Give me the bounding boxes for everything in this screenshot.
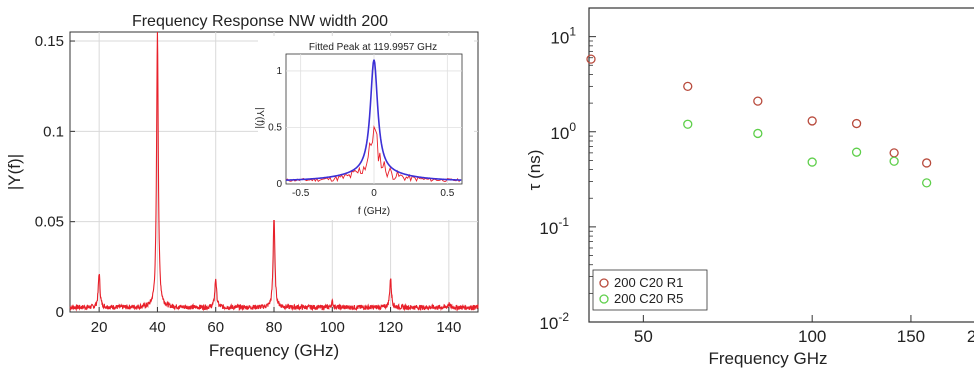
right-y-tick-label: 10-1 — [539, 215, 569, 238]
inset-x-axis-label: f (GHz) — [358, 206, 390, 217]
right-y-tick-label: 100 — [550, 120, 576, 143]
left-x-axis-label: Frequency (GHz) — [209, 341, 339, 360]
left-y-ticks: 0 0.05 0.1 0.15 — [35, 33, 75, 321]
inset-y-tick-label: 1 — [276, 66, 282, 77]
data-point — [586, 54, 596, 64]
right-y-tick-base: 10 — [539, 219, 558, 238]
inset-x-tick-label: -0.5 — [292, 188, 310, 199]
data-point — [683, 81, 693, 92]
legend-marker — [599, 294, 609, 304]
left-y-tick-label: 0.1 — [43, 123, 64, 140]
right-y-axis-label: τ (ns) — [525, 150, 544, 191]
right-y-tick-base: 10 — [550, 29, 569, 48]
right-y-tick-base: 10 — [550, 124, 569, 143]
left-x-tick-label: 60 — [207, 319, 224, 336]
data-point — [807, 116, 817, 126]
right-y-tick-label: 101 — [550, 25, 576, 48]
left-chart-title: Frequency Response NW width 200 — [132, 13, 388, 30]
right-x-tick-label: 150 — [897, 327, 925, 346]
inset-x-tick-label: 0 — [371, 188, 377, 199]
left-x-tick-label: 20 — [91, 319, 108, 336]
right-y-tick-base: 10 — [539, 314, 558, 333]
right-x-ticks: 50 100 150 200 — [634, 315, 974, 346]
left-y-axis-label: |Y(f)| — [5, 154, 24, 190]
left-x-tick-label: 40 — [149, 319, 166, 336]
inset-x-tick-label: 0.5 — [440, 188, 454, 199]
inset-x-ticks: -0.5 0 0.5 — [292, 188, 455, 199]
right-x-tick-label: 100 — [798, 327, 826, 346]
left-x-tick-label: 140 — [436, 319, 461, 336]
left-x-tick-label: 120 — [378, 319, 403, 336]
right-y-tick-exponent: 0 — [569, 120, 576, 134]
right-y-tick-label: 10-2 — [539, 310, 569, 333]
data-point — [889, 156, 899, 166]
legend-entry-label: 200 C20 R1 — [614, 275, 683, 290]
right-x-tick-label: 200 — [967, 327, 974, 346]
right-points — [586, 54, 932, 188]
left-x-tick-label: 80 — [266, 319, 283, 336]
inset-grid — [286, 54, 462, 184]
left-x-tick-label: 100 — [320, 319, 345, 336]
left-y-tick-label: 0.05 — [35, 214, 64, 231]
left-y-tick-label: 0.15 — [35, 33, 64, 50]
legend-marker — [599, 278, 609, 288]
right-x-tick-label: 50 — [634, 327, 653, 346]
legend-entry-label: 200 C20 R5 — [614, 291, 683, 306]
left-x-ticks: 20 40 60 80 100 120 140 — [91, 307, 461, 336]
left-y-tick-label: 0 — [56, 304, 64, 321]
data-point — [753, 96, 763, 106]
right-y-tick-exponent: -2 — [558, 310, 569, 324]
inset-series — [285, 59, 462, 183]
right-y-tick-exponent: -1 — [558, 215, 569, 229]
frequency-response-chart: Frequency Response NW width 200 20 40 60 80… — [5, 13, 479, 360]
inset-y-tick-label: 0.5 — [268, 122, 282, 133]
legend-box — [592, 269, 708, 311]
inset-y-ticks: 00.51 — [268, 66, 282, 190]
inset-data-line — [285, 125, 461, 183]
inset-y-axis-label: |Y(f)| — [254, 107, 265, 128]
inset-title: Fitted Peak at 119.9957 GHz — [309, 42, 437, 53]
data-point — [753, 128, 763, 139]
inset-chart: Fitted Peak at 119.9957 GHz -0.5 0 0.5 00.… — [254, 36, 474, 220]
data-point — [851, 118, 862, 129]
data-point — [851, 147, 862, 157]
data-point — [683, 119, 693, 129]
right-y-tick-exponent: 1 — [569, 25, 576, 39]
right-x-axis-label: Frequency GHz — [708, 349, 827, 368]
data-point — [922, 178, 932, 188]
data-point — [807, 157, 817, 167]
inset-y-tick-label: 0 — [276, 179, 282, 190]
inset-fit-line — [285, 59, 462, 181]
data-point — [922, 158, 932, 168]
